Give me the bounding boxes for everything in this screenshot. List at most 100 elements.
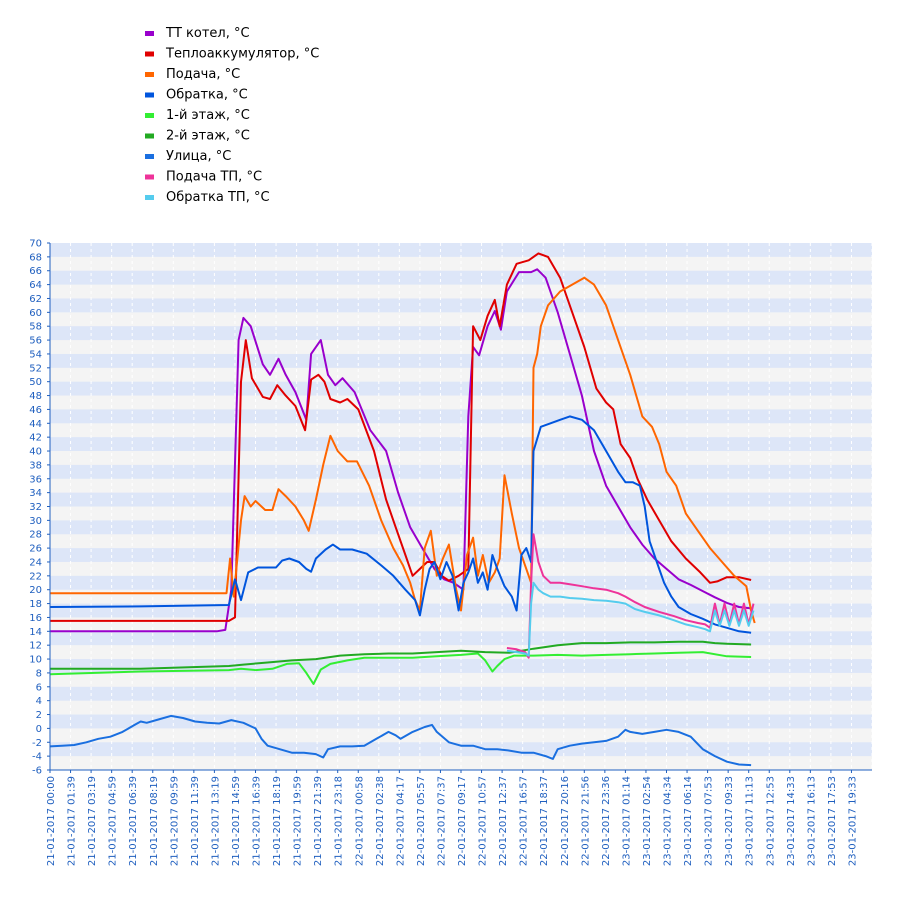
- x-tick-label: 23-01-2017 02:54: [642, 776, 653, 866]
- y-tick-label: 24: [29, 557, 42, 568]
- series-layer: [49, 252, 756, 767]
- x-tick-label: 23-01-2017 17:53: [827, 776, 838, 866]
- y-tick-label: -2: [32, 738, 42, 749]
- series-line-8: [506, 581, 755, 657]
- x-axis: 21-01-2017 00:00 21-01-2017 01:39 21-01-20…: [46, 769, 872, 866]
- x-tick-label: 21-01-2017 14:59: [231, 776, 242, 866]
- y-tick-label: -6: [32, 766, 42, 777]
- x-tick-label: 21-01-2017 21:39: [313, 776, 324, 866]
- x-tick-label: 21-01-2017 16:39: [252, 776, 263, 866]
- y-tick-label: 70: [29, 239, 42, 250]
- y-tick-label: 60: [29, 308, 42, 319]
- x-tick-label: 23-01-2017 06:14: [683, 776, 694, 866]
- y-tick-label: 10: [29, 655, 42, 666]
- legend-swatch: [145, 133, 154, 139]
- y-tick-label: 64: [29, 280, 42, 291]
- x-tick-label: 22-01-2017 23:36: [601, 776, 612, 866]
- x-tick-label: 22-01-2017 21:56: [580, 776, 591, 866]
- y-tick-label: 30: [29, 516, 42, 527]
- y-tick-label: 66: [29, 266, 42, 277]
- y-tick-label: 8: [36, 668, 42, 679]
- legend-swatch: [145, 113, 154, 118]
- x-tick-label: 22-01-2017 18:37: [539, 776, 550, 866]
- x-tick-label: 23-01-2017 14:33: [786, 776, 797, 866]
- y-tick-label: 16: [29, 613, 42, 624]
- series-line-5: [50, 640, 752, 670]
- legend-swatch: [145, 51, 154, 57]
- y-tick-label: 18: [29, 599, 42, 610]
- y-tick-label: 6: [36, 682, 42, 693]
- series-line-1: [50, 252, 752, 622]
- legend-label: Обратка, °C: [166, 88, 248, 103]
- y-tick-label: 26: [29, 544, 42, 555]
- y-tick-label: 32: [29, 502, 42, 513]
- x-tick-label: 21-01-2017 19:59: [293, 776, 304, 866]
- x-tick-label: 22-01-2017 04:17: [395, 776, 406, 866]
- x-tick-label: 21-01-2017 03:19: [87, 776, 98, 866]
- x-tick-label: 21-01-2017 04:59: [108, 776, 119, 866]
- x-tick-label: 23-01-2017 01:14: [621, 776, 632, 866]
- y-tick-label: 56: [29, 336, 42, 347]
- y-tick-label: 20: [29, 585, 42, 596]
- series-line-3: [49, 415, 752, 634]
- y-axis: -6-4-20246810121416182022242628303234363…: [29, 239, 51, 777]
- x-tick-label: 22-01-2017 20:16: [560, 776, 571, 866]
- x-tick-label: 23-01-2017 09:33: [724, 776, 735, 866]
- legend: ТТ котел, °C Теплоаккумулятор, °C Подача, …: [145, 26, 319, 205]
- y-tick-label: 22: [29, 571, 42, 582]
- y-tick-label: 38: [29, 460, 42, 471]
- legend-label: Подача ТП, °C: [166, 170, 262, 185]
- legend-label: 2-й этаж, °C: [166, 129, 250, 144]
- x-tick-label: 23-01-2017 16:13: [806, 776, 817, 866]
- y-tick-label: 44: [29, 419, 42, 430]
- x-tick-label: 23-01-2017 07:53: [704, 776, 715, 866]
- legend-swatch: [145, 92, 154, 98]
- y-tick-label: 52: [29, 363, 42, 374]
- x-tick-label: 22-01-2017 10:57: [478, 776, 489, 866]
- y-tick-label: 50: [29, 377, 42, 388]
- y-tick-label: 2: [36, 710, 42, 721]
- legend-swatch: [145, 174, 154, 180]
- y-tick-label: 28: [29, 530, 42, 541]
- x-tick-label: 21-01-2017 00:00: [46, 776, 57, 866]
- legend-swatch: [145, 31, 154, 36]
- y-tick-label: 34: [29, 488, 42, 499]
- x-tick-label: 21-01-2017 08:19: [149, 776, 160, 866]
- y-tick-label: -4: [32, 752, 42, 763]
- x-tick-label: 23-01-2017 19:33: [847, 776, 858, 866]
- x-tick-label: 21-01-2017 18:19: [272, 776, 283, 866]
- x-tick-label: 21-01-2017 11:39: [190, 776, 201, 866]
- y-tick-label: 54: [29, 349, 42, 360]
- legend-label: Подача, °C: [166, 67, 240, 82]
- x-tick-label: 22-01-2017 00:58: [354, 776, 365, 866]
- series-line-4: [49, 651, 752, 685]
- x-tick-label: 22-01-2017 09:17: [457, 776, 468, 866]
- series-line-2: [50, 276, 756, 624]
- y-tick-label: 48: [29, 391, 42, 402]
- series-line-6: [49, 714, 752, 767]
- y-tick-label: 0: [36, 724, 42, 735]
- x-tick-label: 21-01-2017 23:18: [334, 776, 345, 866]
- legend-swatch: [145, 154, 154, 159]
- legend-label: Теплоаккумулятор, °C: [165, 47, 319, 62]
- y-tick-label: 62: [29, 294, 42, 305]
- y-tick-label: 68: [29, 252, 42, 263]
- x-tick-label: 21-01-2017 01:39: [67, 776, 78, 866]
- x-tick-label: 23-01-2017 12:53: [765, 776, 776, 866]
- x-tick-label: 22-01-2017 16:57: [519, 776, 530, 866]
- y-tick-label: 42: [29, 433, 42, 444]
- y-tick-label: 14: [29, 627, 42, 638]
- x-tick-label: 22-01-2017 05:57: [416, 776, 427, 866]
- y-tick-label: 12: [29, 641, 42, 652]
- y-tick-label: 40: [29, 447, 42, 458]
- x-tick-label: 22-01-2017 07:37: [436, 776, 447, 866]
- legend-label: ТТ котел, °C: [165, 26, 250, 41]
- y-tick-label: 58: [29, 322, 42, 333]
- y-tick-label: 36: [29, 474, 42, 485]
- grid-lines: [49, 243, 873, 770]
- x-tick-label: 22-01-2017 02:38: [375, 776, 386, 866]
- x-tick-label: 21-01-2017 09:59: [169, 776, 180, 866]
- legend-swatch: [145, 72, 154, 77]
- y-tick-label: 4: [36, 696, 42, 707]
